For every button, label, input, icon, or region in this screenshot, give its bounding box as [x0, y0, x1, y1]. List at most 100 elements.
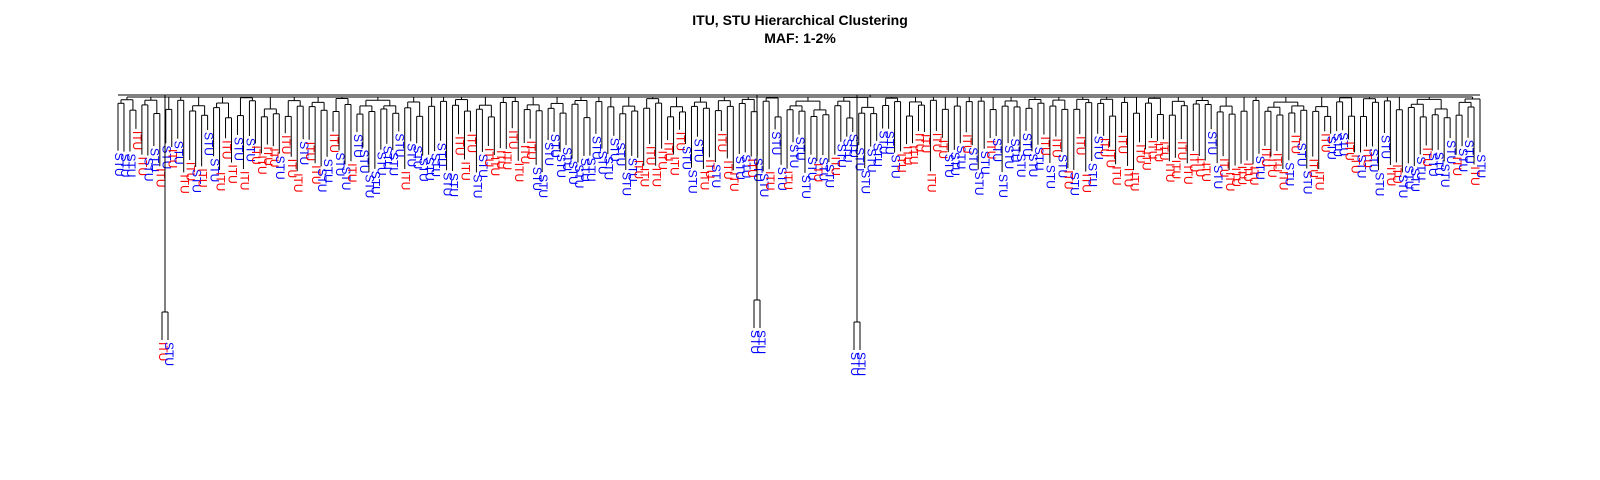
- leaf-label-stu: STU: [1068, 172, 1082, 196]
- leaf-label-itu: ITU: [655, 151, 669, 170]
- leaf-label-itu: ITU: [237, 171, 251, 190]
- leaf-label-stu: STU: [1020, 133, 1034, 157]
- leaf-label-itu: ITU: [1074, 136, 1088, 155]
- leaf-label-stu: STU: [1301, 170, 1315, 194]
- leaf-label-itu: ITU: [464, 134, 478, 153]
- leaf-label-itu: ITU: [130, 131, 144, 150]
- leaf-label-stu: STU: [315, 168, 329, 192]
- leaf-label-stu: STU: [1402, 165, 1416, 189]
- leaf-label-stu: STU: [1426, 153, 1440, 177]
- leaf-label-stu: STU: [446, 173, 460, 197]
- leaf-label-itu: ITU: [1181, 165, 1195, 184]
- leaf-label-itu: ITU: [894, 153, 908, 172]
- leaf-label-stu: STU: [118, 154, 132, 178]
- leaf-label-stu: STU: [1372, 172, 1386, 196]
- leaf-label-itu: ITU: [1319, 133, 1333, 152]
- leaf-label-itu: ITU: [1121, 168, 1135, 187]
- leaf-label-itu: ITU: [697, 171, 711, 190]
- leaf-label-stu: STU: [333, 152, 347, 176]
- leaf-label-itu: ITU: [303, 142, 317, 161]
- leaf-label-stu: STU: [416, 158, 430, 182]
- leaf-label-itu: ITU: [1217, 158, 1231, 177]
- leaf-label-itu: ITU: [488, 157, 502, 176]
- leaf-label-itu: ITU: [1193, 158, 1207, 177]
- leaf-label-itu: ITU: [261, 147, 275, 166]
- leaf-label-itu: ITU: [345, 163, 359, 182]
- leaf-label-stu: STU: [207, 158, 221, 182]
- leaf-label-stu: STU: [990, 138, 1004, 162]
- leaf-label-itu: ITU: [829, 157, 843, 176]
- leaf-label-itu: ITU: [638, 168, 652, 187]
- leaf-label-stu: STU: [865, 149, 879, 173]
- leaf-label-stu: STU: [112, 153, 126, 177]
- leaf-label-itu: ITU: [918, 134, 932, 153]
- leaf-label-itu: ITU: [1348, 154, 1362, 173]
- leaf-label-stu: STU: [1456, 148, 1470, 172]
- leaf-label-stu: STU: [411, 145, 425, 169]
- leaf-label-itu: ITU: [1271, 153, 1285, 172]
- leaf-label-stu: STU: [536, 174, 550, 198]
- leaf-label-stu: STU: [757, 173, 771, 197]
- leaf-label-itu: ITU: [811, 163, 825, 182]
- leaf-label-stu: STU: [870, 143, 884, 167]
- leaf-label-itu: ITU: [1468, 166, 1482, 185]
- chart-subtitle: MAF: 1-2%: [764, 30, 836, 46]
- leaf-label-stu: STU: [787, 144, 801, 168]
- leaf-label-stu: STU: [769, 131, 783, 155]
- leaf-label-stu: STU: [602, 156, 616, 180]
- leaf-label-stu: STU: [805, 157, 819, 181]
- leaf-label-itu: ITU: [1050, 139, 1064, 158]
- leaf-label-itu: ITU: [506, 130, 520, 149]
- leaf-label-itu: ITU: [255, 155, 269, 174]
- leaf-label-stu: STU: [841, 139, 855, 163]
- leaf-label-stu: STU: [608, 138, 622, 162]
- leaf-label-stu: STU: [470, 174, 484, 198]
- leaf-label-stu: STU: [201, 132, 215, 156]
- leaf-label-itu: ITU: [1175, 141, 1189, 160]
- leaf-label-itu: ITU: [1145, 140, 1159, 159]
- leaf-label-itu: ITU: [482, 148, 496, 167]
- leaf-label-stu: STU: [375, 152, 389, 176]
- leaf-label-stu: STU: [243, 138, 257, 162]
- leaf-label-itu: ITU: [327, 134, 341, 153]
- leaf-label-itu: ITU: [1199, 163, 1213, 182]
- leaf-label-itu: ITU: [1247, 166, 1261, 185]
- leaf-label-itu: ITU: [136, 157, 150, 176]
- leaf-label-stu: STU: [1354, 154, 1368, 178]
- leaf-label-stu: STU: [1026, 153, 1040, 177]
- leaf-label-stu: STU: [775, 167, 789, 191]
- leaf-label-itu: ITU: [745, 158, 759, 177]
- leaf-label-stu: STU: [817, 157, 831, 181]
- leaf-label-itu: ITU: [184, 162, 198, 181]
- leaf-label-itu: ITU: [1169, 160, 1183, 179]
- leaf-label-stu: STU: [160, 145, 174, 169]
- leaf-label-itu: ITU: [458, 161, 472, 180]
- leaf-label-itu: ITU: [924, 173, 938, 192]
- leaf-label-itu: ITU: [900, 146, 914, 165]
- leaf-label-stu: STU: [614, 142, 628, 166]
- leaf-label-itu: ITU: [225, 164, 239, 183]
- leaf-label-stu: STU: [1462, 140, 1476, 164]
- leaf-label-itu: ITU: [763, 171, 777, 190]
- outgroup-leaf-label: STU: [754, 330, 768, 354]
- leaf-label-stu: STU: [882, 131, 896, 155]
- leaf-label-itu: ITU: [1139, 151, 1153, 170]
- leaf-label-itu: ITU: [213, 172, 227, 191]
- leaf-label-stu: STU: [548, 134, 562, 158]
- leaf-label-stu: STU: [835, 144, 849, 168]
- leaf-label-itu: ITU: [1133, 144, 1147, 163]
- leaf-label-itu: ITU: [727, 172, 741, 191]
- leaf-label-stu: STU: [369, 171, 383, 195]
- leaf-label-stu: STU: [476, 154, 490, 178]
- leaf-label-itu: ITU: [1109, 166, 1123, 185]
- leaf-label-itu: ITU: [1265, 158, 1279, 177]
- leaf-label-itu: ITU: [936, 140, 950, 159]
- leaf-label-stu: STU: [530, 167, 544, 191]
- leaf-label-itu: ITU: [1277, 171, 1291, 190]
- leaf-label-stu: STU: [560, 147, 574, 171]
- leaf-label-stu: STU: [942, 154, 956, 178]
- leaf-label-stu: STU: [1002, 145, 1016, 169]
- leaf-label-stu: STU: [1092, 136, 1106, 160]
- leaf-label-itu: ITU: [930, 133, 944, 152]
- leaf-label-stu: STU: [1378, 135, 1392, 159]
